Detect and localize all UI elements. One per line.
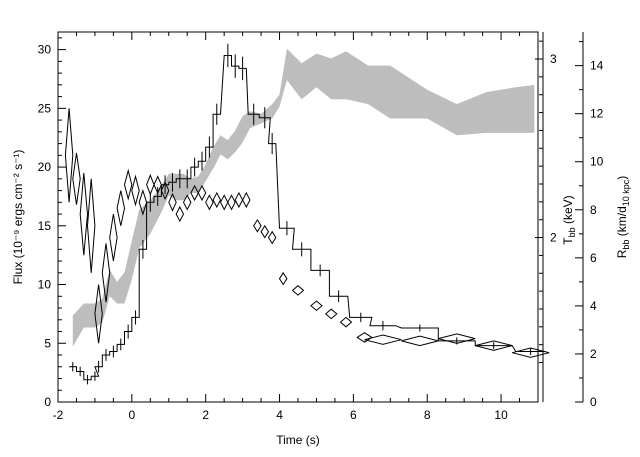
r-tick-label: 10 xyxy=(590,155,604,169)
temperature-point xyxy=(138,188,148,216)
temperature-point xyxy=(260,224,270,239)
temperature-point xyxy=(64,108,74,203)
y-left-tick-label: 0 xyxy=(44,395,51,409)
y-axis-left-ticks: 0 5 10 15 20 25 30 xyxy=(38,37,66,409)
temperature-point xyxy=(324,308,338,320)
r-tick-label: 8 xyxy=(590,203,597,217)
temperature-point xyxy=(267,230,277,245)
y-left-tick-label: 10 xyxy=(38,278,52,292)
temperature-point xyxy=(438,333,476,344)
temperature-point xyxy=(234,191,244,209)
t-tick-label: 3 xyxy=(550,52,557,66)
r-axis-ticks: 0 2 4 6 8 10 12 14 xyxy=(575,41,604,409)
temperature-point xyxy=(364,334,402,345)
r-tick-label: 4 xyxy=(590,299,597,313)
temperature-point xyxy=(86,178,96,273)
x-tick-label: 6 xyxy=(350,408,357,422)
t-axis-ticks: 23 xyxy=(535,40,557,364)
temperature-point xyxy=(79,172,89,256)
temperature-point xyxy=(182,194,192,211)
y-left-tick-label: 15 xyxy=(38,219,52,233)
temperature-point xyxy=(339,316,353,328)
temperature-point xyxy=(131,174,140,207)
t-axis-title: Tbb (keV) xyxy=(561,195,577,244)
temperature-point xyxy=(219,194,229,211)
temperature-point xyxy=(94,284,103,344)
temperature-point xyxy=(175,205,185,223)
radius-band xyxy=(72,48,535,347)
temperature-point xyxy=(146,173,155,196)
temperature-point xyxy=(197,184,207,202)
r-axis-title: Rbb (km/d10 kpc) xyxy=(615,176,631,259)
x-tick-label: 10 xyxy=(494,408,508,422)
temperature-point xyxy=(242,191,251,209)
r-tick-label: 12 xyxy=(590,107,604,121)
temperature-point xyxy=(401,335,439,347)
y-axis-left-title: Flux (10⁻⁹ ergs cm⁻² s⁻¹) xyxy=(11,150,25,285)
temperature-point xyxy=(168,192,177,212)
temperature-point xyxy=(123,168,133,201)
temperature-point xyxy=(72,152,81,205)
temperature-point xyxy=(160,181,170,201)
y-left-tick-label: 5 xyxy=(44,336,51,350)
temperature-point xyxy=(475,340,513,351)
r-tick-label: 0 xyxy=(590,395,597,409)
x-tick-label: -2 xyxy=(53,408,64,422)
temperature-point xyxy=(278,271,288,286)
temperature-point xyxy=(153,175,162,195)
t-tick-label: 2 xyxy=(550,231,557,245)
x-tick-label: 8 xyxy=(424,408,431,422)
temperature-point xyxy=(109,214,118,262)
temperature-point xyxy=(101,243,111,303)
flux-series-layer xyxy=(69,43,546,385)
r-tick-label: 14 xyxy=(590,59,604,73)
flux-step-line xyxy=(69,55,546,381)
temperature-point xyxy=(116,190,126,226)
temperature-point xyxy=(212,191,222,209)
y-left-tick-label: 30 xyxy=(38,43,52,57)
r-tick-label: 6 xyxy=(590,251,597,265)
y-left-tick-label: 25 xyxy=(38,101,52,115)
radius-band-layer xyxy=(72,48,535,347)
x-tick-label: 2 xyxy=(202,408,209,422)
x-axis-title: Time (s) xyxy=(276,433,320,447)
r-tick-label: 2 xyxy=(590,347,597,361)
temperature-point xyxy=(512,347,550,358)
x-axis-ticks: -2 0 2 4 6 8 10 xyxy=(53,32,539,422)
temperature-point xyxy=(227,194,236,211)
temperature-series-layer xyxy=(64,108,550,358)
y-left-tick-label: 20 xyxy=(38,160,52,174)
temperature-point xyxy=(205,194,214,211)
x-tick-label: 0 xyxy=(129,408,136,422)
temperature-point xyxy=(310,300,323,312)
temperature-point xyxy=(291,285,305,296)
temperature-point xyxy=(253,218,262,233)
x-tick-label: 4 xyxy=(276,408,283,422)
